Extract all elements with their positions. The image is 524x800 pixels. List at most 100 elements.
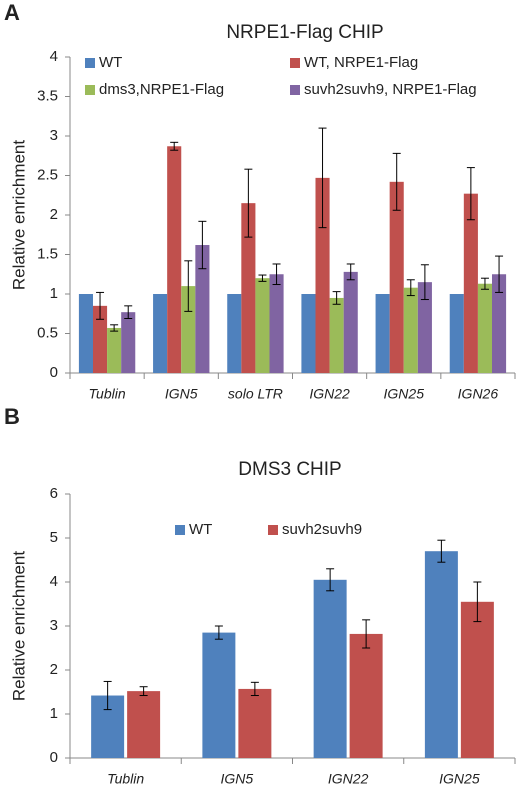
error-bar (326, 568, 335, 592)
bar (92, 305, 108, 373)
bar (167, 146, 182, 373)
error-bar (124, 305, 133, 319)
y-tick-label: 5 (50, 529, 58, 546)
x-tick-label: IGN25 (384, 386, 425, 402)
bar (329, 297, 344, 373)
error-bar (392, 152, 401, 211)
bar (301, 294, 316, 373)
bar (238, 688, 272, 758)
y-tick-label: 6 (50, 485, 58, 502)
bar (227, 294, 242, 373)
x-tick-label: IGN22 (328, 771, 369, 787)
bar (492, 274, 507, 373)
y-tick-label: 4 (50, 48, 58, 65)
legend-label: suvh2suvh9, NRPE1-Flag (304, 81, 477, 98)
bar (107, 327, 122, 373)
error-bar (406, 279, 415, 297)
error-bar (346, 263, 355, 281)
bar (313, 579, 347, 758)
bar (121, 312, 136, 373)
y-tick-label: 1 (50, 705, 58, 722)
error-bar (480, 277, 489, 290)
error-bar (318, 127, 327, 229)
error-bar (214, 625, 223, 640)
legend-swatch (175, 525, 185, 535)
error-bar (250, 681, 259, 697)
y-tick-label: 0 (50, 749, 58, 766)
y-tick-label: 1.5 (37, 245, 58, 262)
error-bar (420, 264, 429, 301)
error-bar (170, 141, 179, 151)
x-tick-label: Tublin (89, 386, 126, 402)
bar (463, 193, 478, 373)
error-bar (258, 274, 267, 282)
y-tick-label: 3 (50, 127, 58, 144)
y-tick-label: 2 (50, 661, 58, 678)
legend-label: WT, NRPE1-Flag (304, 54, 418, 71)
error-bar (362, 619, 371, 649)
bar (78, 294, 93, 373)
error-bar (332, 291, 341, 305)
error-bar (466, 167, 475, 221)
bar (315, 177, 330, 373)
y-tick-label: 0 (50, 364, 58, 381)
bar (181, 286, 196, 373)
error-bar (184, 260, 193, 312)
bar (424, 551, 458, 758)
y-tick-label: 3.5 (37, 87, 58, 104)
x-tick-label: IGN25 (439, 771, 480, 787)
legend-label: dms3,NRPE1-Flag (99, 81, 224, 98)
legend-swatch (290, 85, 300, 95)
error-bar (139, 686, 148, 697)
panel-label: A (4, 0, 20, 25)
error-bar (96, 291, 105, 320)
chart-title: NRPE1-Flag CHIP (226, 22, 383, 43)
error-bar (244, 168, 253, 238)
bar (389, 181, 404, 373)
error-bar (103, 680, 112, 711)
x-tick-label: Tublin (107, 771, 144, 787)
bar (153, 294, 168, 373)
y-tick-label: 4 (50, 573, 58, 590)
legend-swatch (290, 58, 300, 68)
x-tick-label: IGN5 (165, 386, 198, 402)
x-tick-label: solo LTR (228, 386, 283, 402)
bar (202, 632, 236, 758)
error-bar (110, 324, 119, 332)
y-axis-title: Relative enrichment (9, 551, 28, 702)
x-tick-label: IGN22 (309, 386, 350, 402)
error-bar (272, 263, 281, 286)
bar (417, 282, 432, 373)
y-axis-title: Relative enrichment (9, 140, 28, 291)
chart-title: DMS3 CHIP (238, 459, 341, 480)
bar (403, 287, 418, 373)
legend-swatch (85, 58, 95, 68)
y-tick-label: 0.5 (37, 324, 58, 341)
y-tick-label: 2.5 (37, 166, 58, 183)
y-tick-label: 2 (50, 206, 58, 223)
bar (269, 274, 284, 373)
bar (195, 245, 210, 373)
x-tick-label: IGN26 (458, 386, 499, 402)
legend-label: WT (99, 54, 122, 71)
legend-swatch (85, 85, 95, 95)
legend-swatch (268, 525, 278, 535)
y-tick-label: 1 (50, 285, 58, 302)
error-bar (437, 539, 446, 563)
bar (343, 271, 358, 373)
error-bar (198, 220, 207, 270)
bar (241, 203, 256, 373)
bar (375, 294, 390, 373)
legend-label: suvh2suvh9 (282, 521, 362, 538)
bar (255, 278, 270, 373)
bar (477, 283, 493, 373)
x-tick-label: IGN5 (221, 771, 254, 787)
panel-label: B (4, 404, 20, 429)
bar (127, 691, 161, 758)
legend-label: WT (189, 521, 212, 538)
bar (460, 601, 494, 758)
y-tick-label: 3 (50, 617, 58, 634)
bar (449, 294, 464, 373)
error-bar (495, 255, 504, 293)
